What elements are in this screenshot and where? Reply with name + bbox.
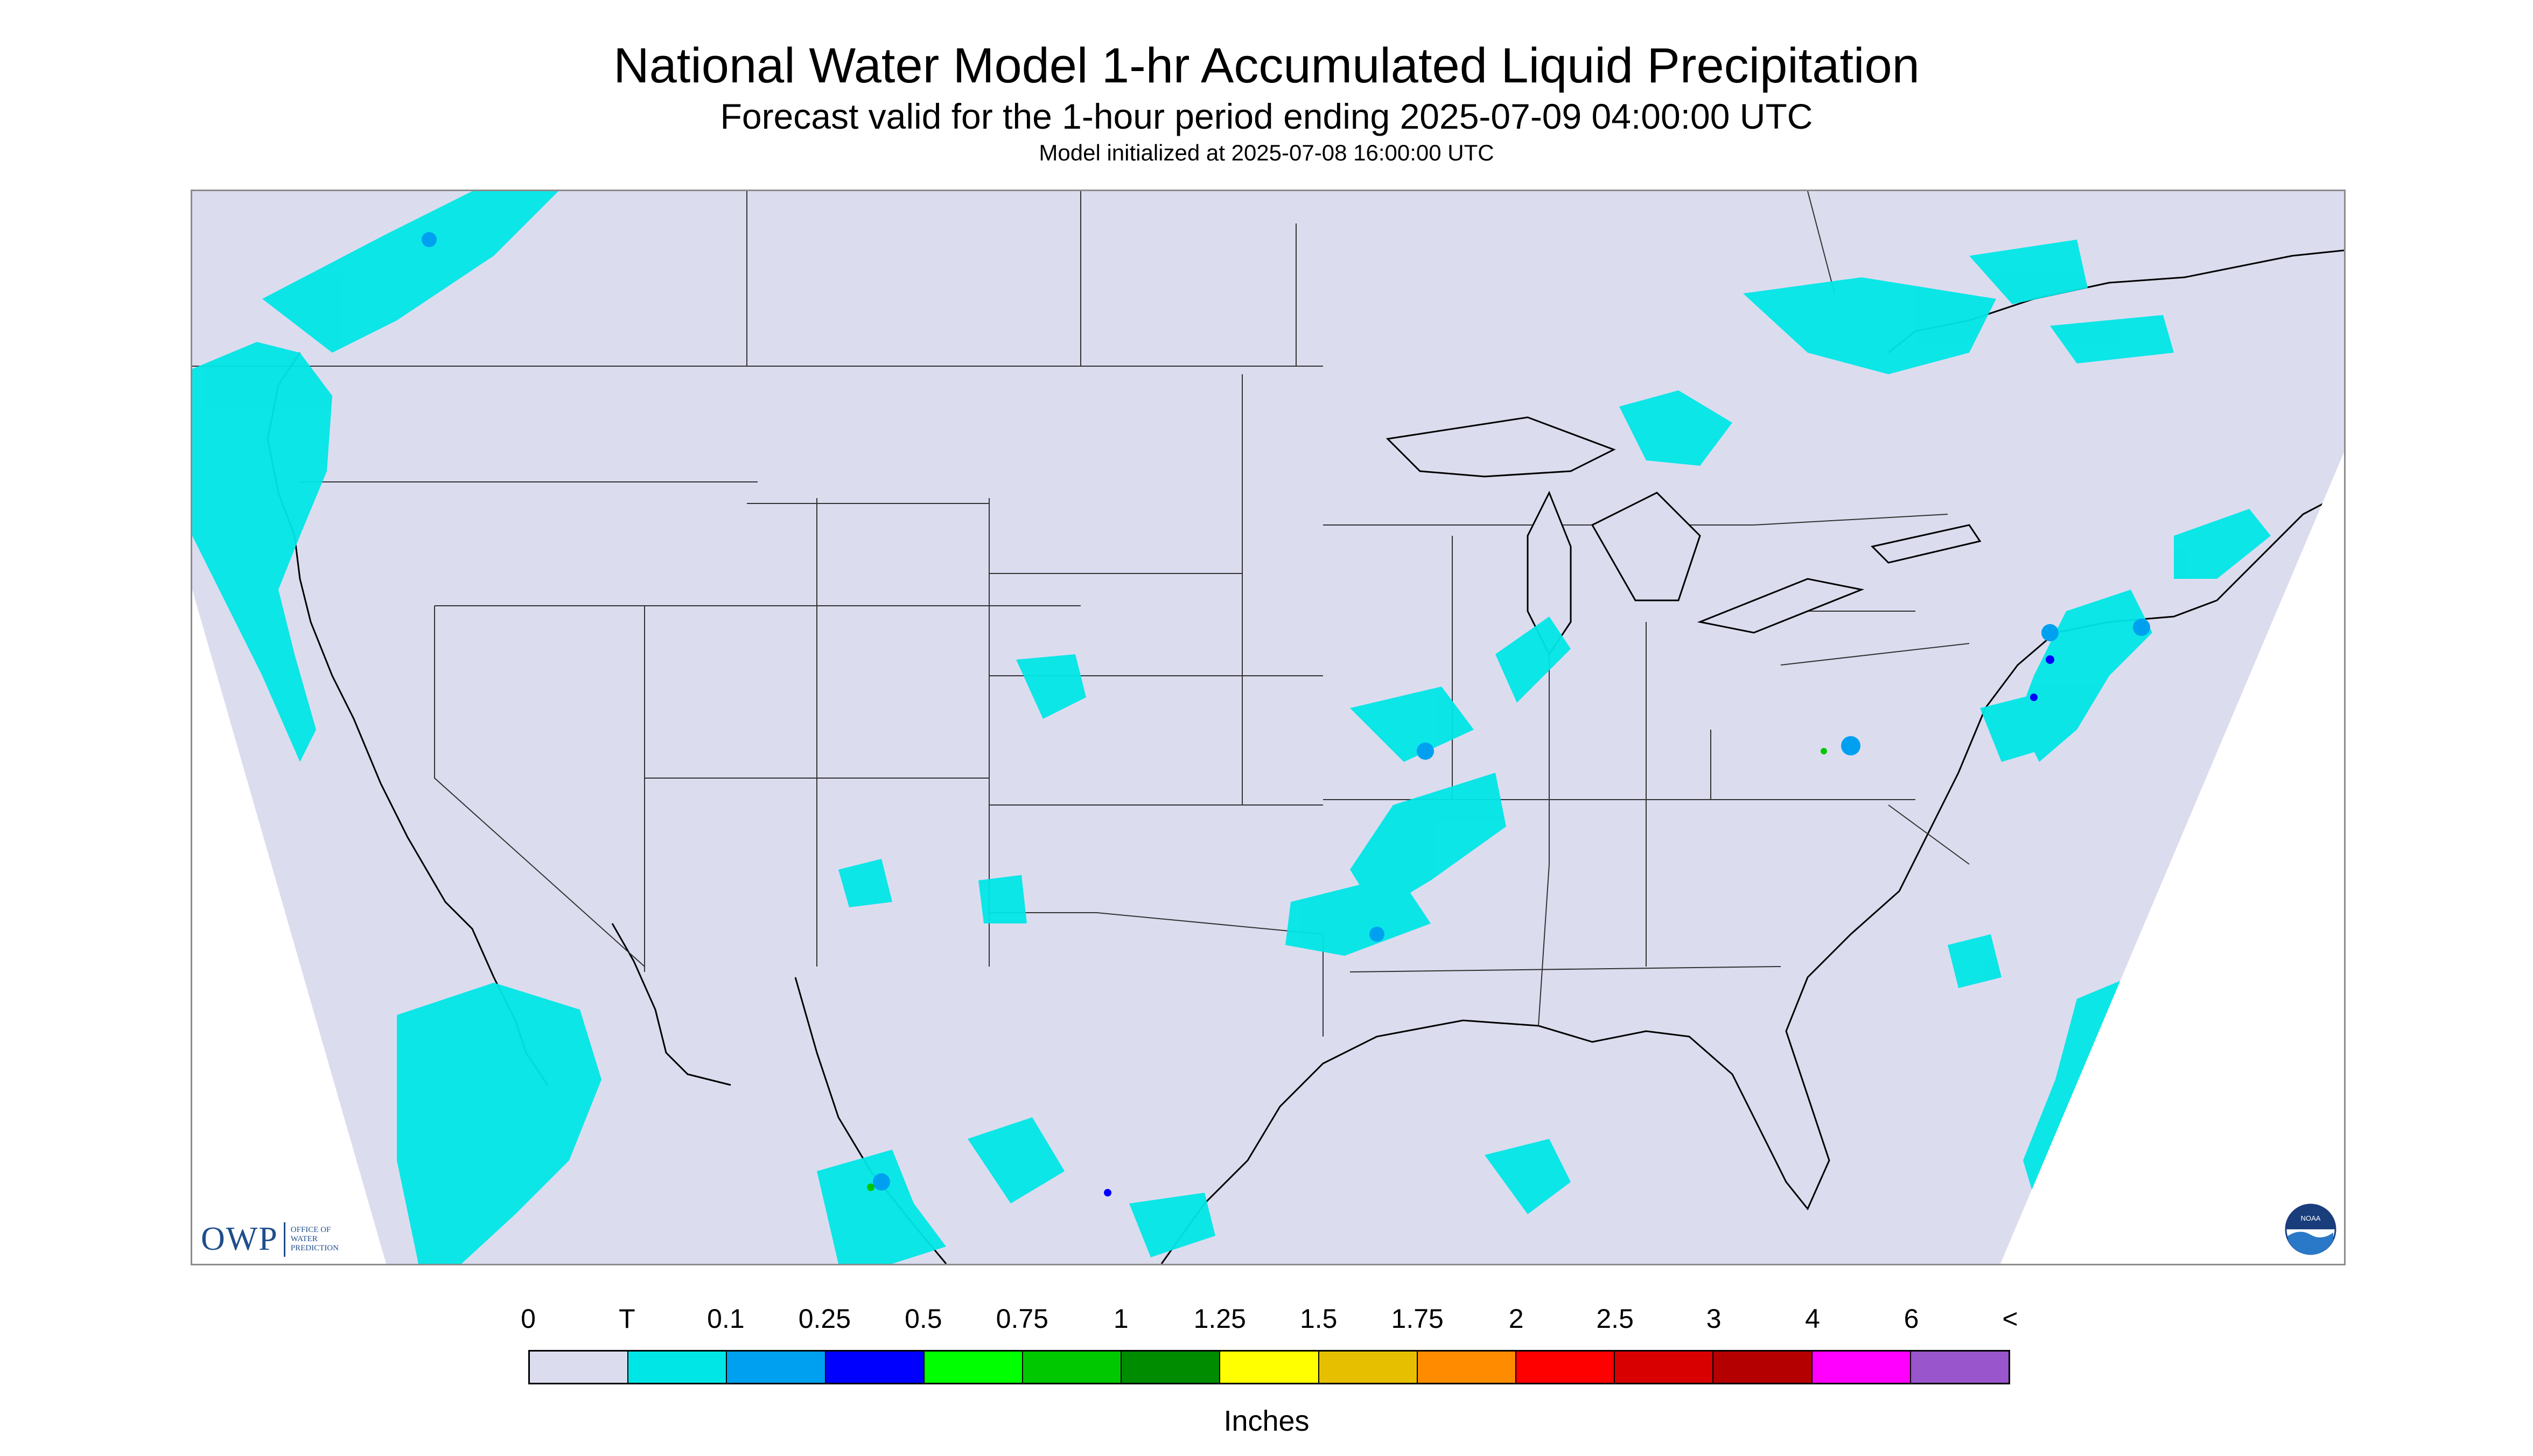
great-lakes	[1386, 416, 1982, 656]
legend-tick-label: 6	[1904, 1304, 1919, 1334]
legend-tick-label: 3	[1706, 1304, 1722, 1334]
legend-tick-label: T	[619, 1304, 635, 1334]
owp-subtext-line: PREDICTION	[290, 1244, 339, 1252]
legend-tick-label: 4	[1805, 1304, 1820, 1334]
legend-swatch	[628, 1352, 727, 1383]
owp-subtext-line: WATER	[290, 1235, 318, 1243]
legend-swatch	[924, 1352, 1024, 1383]
owp-subtext-line: OFFICE OF	[290, 1226, 331, 1234]
domain-mask-left	[192, 590, 386, 1264]
map-title: National Water Model 1-hr Accumulated Li…	[613, 38, 1920, 93]
precip-moderate	[1104, 655, 2054, 1196]
owp-logo-text: OWP	[201, 1221, 278, 1257]
legend-swatch	[1220, 1352, 1319, 1383]
legend-swatch	[825, 1352, 925, 1383]
owp-logo-subtext: OFFICE OF WATER PREDICTION	[291, 1226, 339, 1253]
precip-light	[422, 232, 2150, 1191]
legend-colorbar	[528, 1350, 2010, 1384]
legend-tick-label: 1	[1113, 1304, 1129, 1334]
legend-swatch	[1319, 1352, 1418, 1383]
legend-swatch	[1516, 1352, 1615, 1383]
precip-trace	[192, 191, 2271, 1264]
legend-swatch	[530, 1352, 629, 1383]
legend-swatch	[1122, 1352, 1221, 1383]
legend-tick-label: 2.5	[1596, 1304, 1634, 1334]
precipitation-map: OWP OFFICE OF WATER PREDICTION NOAA	[191, 190, 2346, 1265]
legend-swatch	[1812, 1352, 1911, 1383]
legend-units-label: Inches	[1223, 1405, 1310, 1437]
owp-logo: OWP OFFICE OF WATER PREDICTION	[201, 1220, 339, 1258]
legend-tick-label: 0.5	[905, 1304, 942, 1334]
domain-mask-right	[2000, 452, 2344, 1264]
legend-swatch	[727, 1352, 826, 1383]
legend-tick-label: 1.5	[1299, 1304, 1338, 1334]
noaa-logo-text: NOAA	[2301, 1214, 2321, 1222]
owp-logo-divider	[283, 1222, 285, 1257]
legend-tick-label: 2	[1508, 1304, 1524, 1334]
map-canvas	[192, 191, 2344, 1264]
legend-swatch	[1713, 1352, 1813, 1383]
legend-tick-label: 1.25	[1193, 1304, 1246, 1334]
map-domain	[192, 191, 2344, 1264]
legend-swatch	[1911, 1352, 2009, 1383]
noaa-logo: NOAA	[2285, 1203, 2336, 1255]
legend-swatch	[1417, 1352, 1517, 1383]
legend-tick-label: 0.1	[707, 1304, 745, 1334]
legend-swatch	[1023, 1352, 1122, 1383]
legend-tick-label: 0.75	[996, 1304, 1048, 1334]
legend-swatch	[1615, 1352, 1714, 1383]
legend-tick-label: 0.25	[798, 1304, 851, 1334]
model-init-subtitle: Model initialized at 2025-07-08 16:00:00…	[1039, 140, 1494, 165]
precip-heavy	[867, 748, 1827, 1191]
legend-tick-label: <	[2002, 1304, 2018, 1334]
legend-tick-label: 0	[521, 1304, 536, 1334]
forecast-valid-subtitle: Forecast valid for the 1-hour period end…	[720, 96, 1813, 136]
legend-tick-label: 1.75	[1391, 1304, 1444, 1334]
legend-tick-labels: 0 T 0.1 0.25 0.5 0.75 1 1.25 1.5 1.75 2 2.5 3 4 6 <	[0, 1303, 2533, 1341]
